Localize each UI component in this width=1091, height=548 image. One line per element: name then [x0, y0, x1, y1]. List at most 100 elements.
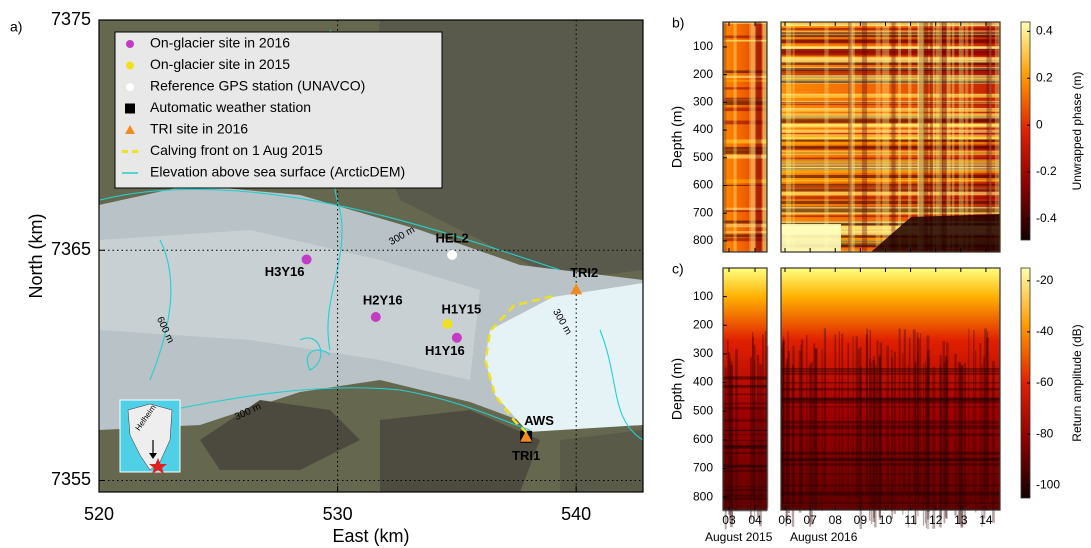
x-tick-label: 13: [954, 513, 968, 527]
heatmap-texture: [927, 349, 930, 512]
site-label: H1Y16: [425, 343, 465, 358]
heatmap-texture: [781, 114, 1000, 117]
legend-label: Calving front on 1 Aug 2015: [150, 142, 323, 158]
heatmap-texture: [723, 429, 767, 432]
site-label: H2Y16: [363, 292, 403, 307]
heatmap-texture: [781, 137, 1000, 140]
heatmap-texture: [970, 22, 974, 252]
heatmap-texture: [781, 45, 1000, 50]
heatmap-texture: [917, 354, 919, 517]
legend-label: TRI site in 2016: [150, 121, 248, 137]
heatmap-texture: [979, 342, 982, 505]
heatmap-texture: [981, 364, 983, 527]
x-axis-label: East (km): [332, 526, 409, 546]
heatmap-texture: [917, 22, 925, 252]
site-marker: [451, 332, 462, 343]
heatmap-frame: [722, 267, 768, 511]
heatmap-texture: [781, 69, 1000, 74]
heatmap-texture: [752, 332, 754, 495]
legend-swatch: [125, 103, 135, 114]
colorbar: [1020, 21, 1031, 241]
heatmap-texture: [781, 183, 1000, 186]
tri-marker: [570, 283, 583, 295]
y-tick-label: 200: [693, 67, 713, 81]
heatmap-texture: [792, 345, 795, 508]
heatmap-texture: [723, 223, 767, 228]
heatmap-texture: [994, 22, 1001, 252]
heatmap-texture: [781, 493, 1000, 496]
site-marker: [447, 249, 458, 260]
heatmap-texture: [805, 334, 808, 497]
heatmap-image: [781, 268, 1000, 510]
y-tick-label: 700: [693, 205, 713, 219]
y-tick-label: 400: [693, 122, 713, 136]
heatmap-texture: [781, 233, 1000, 236]
y-tick-label: 500: [693, 150, 713, 164]
heatmap-texture: [939, 355, 942, 518]
heatmap-texture: [781, 153, 1000, 155]
heatmap-texture: [723, 444, 767, 448]
heatmap-texture: [781, 169, 1000, 171]
site-label: AWS: [524, 413, 554, 428]
heatmap-texture: [781, 372, 1000, 375]
heatmap-texture: [728, 352, 731, 515]
heatmap-texture: [781, 139, 1000, 142]
heatmap-texture: [781, 177, 1000, 182]
heatmap-texture: [750, 358, 752, 521]
heatmap-texture: [781, 221, 1000, 223]
y-tick-label: 600: [693, 178, 713, 192]
heatmap-texture: [781, 387, 1000, 391]
legend-label: Elevation above sea surface (ArcticDEM): [150, 164, 405, 180]
heatmap-texture: [879, 342, 883, 505]
heatmap-texture: [723, 407, 767, 410]
heatmap-texture: [723, 393, 767, 396]
heatmap-texture: [752, 336, 754, 499]
legend-label: On-glacier site in 2015: [150, 56, 290, 72]
heatmap-texture: [781, 166, 1000, 169]
heatmap-texture: [781, 49, 1000, 53]
y-tick-label: 200: [693, 317, 713, 331]
heatmap-texture: [823, 328, 826, 491]
y-tick-label: 300: [693, 95, 713, 109]
heatmap-texture: [781, 114, 1000, 118]
heatmap-texture: [991, 360, 995, 523]
heatmap-texture: [723, 234, 767, 238]
colorbar-tick-label: 0.4: [1036, 24, 1053, 38]
heatmap-texture: [868, 358, 871, 521]
legend-label: Reference GPS station (UNAVCO): [150, 78, 365, 94]
legend-swatch: [126, 40, 134, 48]
heatmap-texture: [960, 364, 964, 527]
y-tick-label: 7375: [51, 9, 91, 29]
y-tick-label: 7355: [51, 469, 91, 489]
heatmap-texture: [781, 398, 1000, 401]
legend-label: Automatic weather station: [150, 99, 311, 115]
y-tick-label: 100: [693, 39, 713, 53]
heatmap-texture: [781, 160, 1000, 163]
heatmap-texture: [859, 366, 862, 529]
x-tick-label: 08: [829, 513, 843, 527]
heatmap-texture: [723, 22, 726, 252]
y-tick-label: 300: [693, 346, 713, 360]
heatmap-texture: [749, 22, 756, 252]
y-tick-label: 800: [693, 233, 713, 247]
heatmap-texture: [781, 129, 1000, 133]
heatmap-texture: [781, 458, 1000, 462]
heatmap-texture: [729, 358, 731, 521]
heatmap-texture: [914, 362, 916, 525]
heatmap-texture: [850, 22, 853, 252]
heatmap-texture: [723, 207, 767, 211]
heatmap-texture: [723, 446, 767, 449]
colorbar-label: Unwrapped phase (m): [1070, 72, 1084, 191]
heatmap-texture: [781, 225, 1000, 230]
heatmap-texture: [781, 147, 1000, 150]
heatmap-texture: [952, 22, 955, 252]
heatmap-frame: [780, 267, 1001, 511]
heatmap-texture: [723, 39, 767, 42]
heatmap-texture: [781, 119, 1000, 123]
heatmap-texture: [781, 191, 1000, 196]
heatmap-texture: [723, 179, 767, 184]
heatmap-texture: [813, 343, 816, 506]
heatmap-texture: [781, 57, 1000, 61]
calving-front: [484, 295, 553, 434]
